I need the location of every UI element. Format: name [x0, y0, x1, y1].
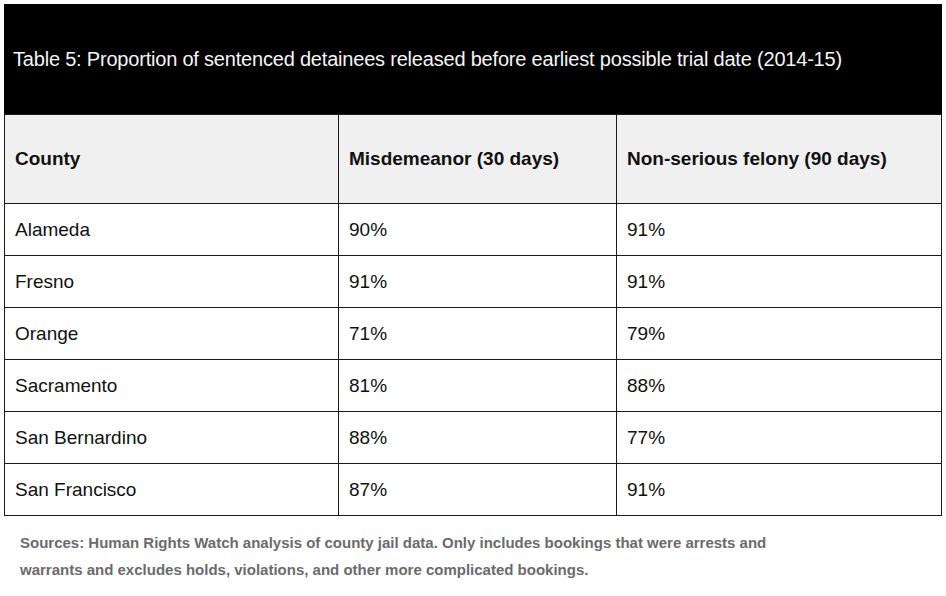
source-note: Sources: Human Rights Watch analysis of … — [20, 529, 942, 583]
county-cell: San Bernardino — [5, 412, 339, 464]
felony-cell: 79% — [617, 308, 942, 360]
county-cell: San Francisco — [5, 464, 339, 516]
county-cell: Sacramento — [5, 360, 339, 412]
county-cell: Orange — [5, 308, 339, 360]
column-header-misdemeanor: Misdemeanor (30 days) — [339, 115, 617, 204]
table-title: Table 5: Proportion of sentenced detaine… — [13, 48, 842, 71]
misdemeanor-cell: 87% — [339, 464, 617, 516]
county-cell: Alameda — [5, 204, 339, 256]
page: Table 5: Proportion of sentenced detaine… — [0, 0, 946, 596]
source-note-line: warrants and excludes holds, violations,… — [20, 556, 942, 583]
table-row: San Bernardino 88% 77% — [5, 412, 942, 464]
source-note-line: Sources: Human Rights Watch analysis of … — [20, 529, 942, 556]
column-header-felony: Non-serious felony (90 days) — [617, 115, 942, 204]
misdemeanor-cell: 90% — [339, 204, 617, 256]
felony-cell: 91% — [617, 204, 942, 256]
felony-cell: 91% — [617, 464, 942, 516]
table-row: Sacramento 81% 88% — [5, 360, 942, 412]
felony-cell: 91% — [617, 256, 942, 308]
misdemeanor-cell: 71% — [339, 308, 617, 360]
column-header-county: County — [5, 115, 339, 204]
felony-cell: 77% — [617, 412, 942, 464]
table-figure: Table 5: Proportion of sentenced detaine… — [4, 4, 942, 583]
data-table: County Misdemeanor (30 days) Non-serious… — [4, 114, 942, 516]
county-cell: Fresno — [5, 256, 339, 308]
felony-cell: 88% — [617, 360, 942, 412]
table-row: Orange 71% 79% — [5, 308, 942, 360]
misdemeanor-cell: 88% — [339, 412, 617, 464]
misdemeanor-cell: 91% — [339, 256, 617, 308]
header-row: County Misdemeanor (30 days) Non-serious… — [5, 115, 942, 204]
table-row: San Francisco 87% 91% — [5, 464, 942, 516]
misdemeanor-cell: 81% — [339, 360, 617, 412]
table-title-banner: Table 5: Proportion of sentenced detaine… — [4, 4, 942, 114]
table-row: Fresno 91% 91% — [5, 256, 942, 308]
table-row: Alameda 90% 91% — [5, 204, 942, 256]
